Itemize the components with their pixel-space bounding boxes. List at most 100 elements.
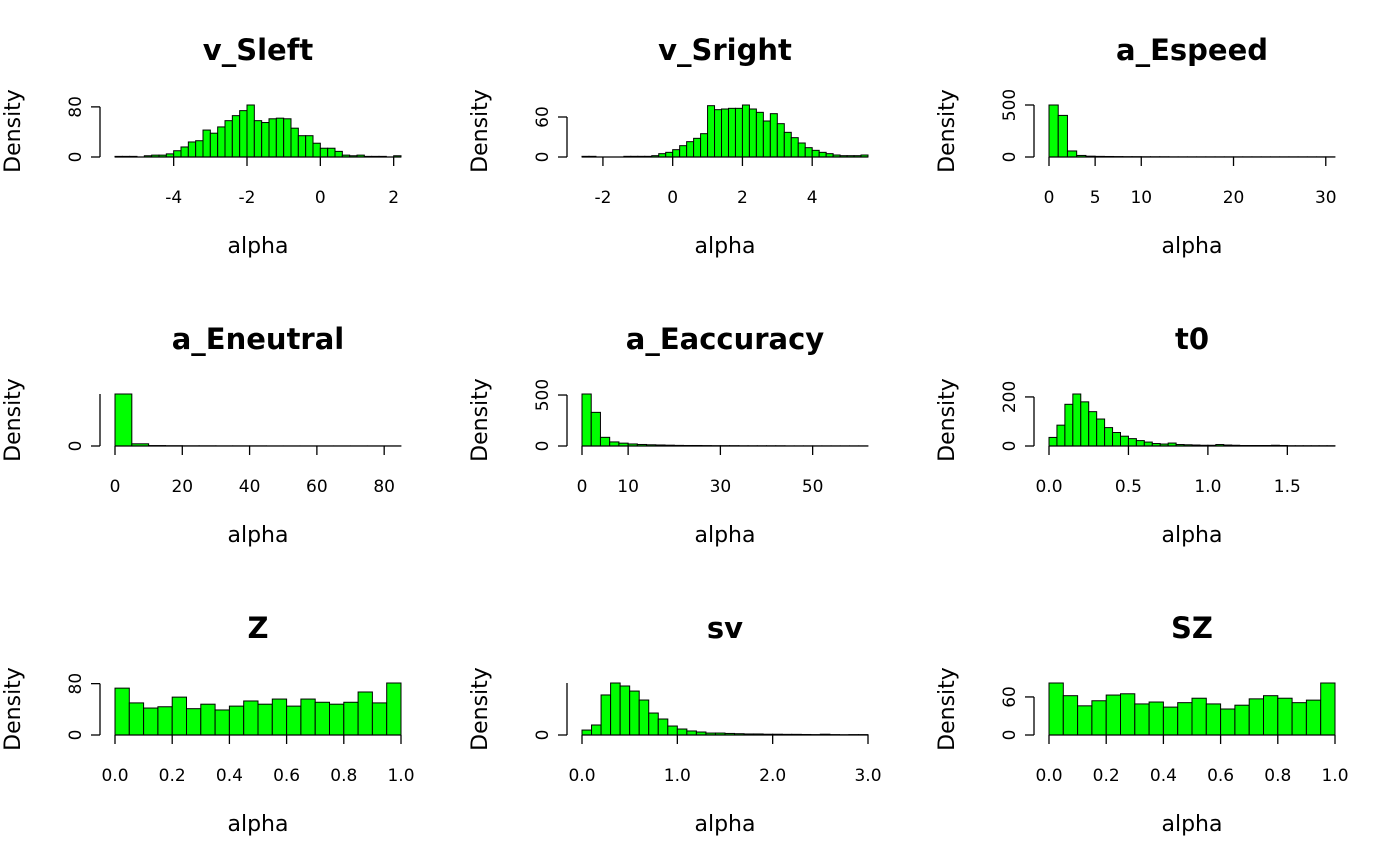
bar [357, 691, 373, 736]
x-tick-label: 60 [306, 477, 328, 497]
bar [610, 682, 621, 736]
bar [1112, 432, 1121, 447]
bar [667, 725, 678, 736]
bar [327, 147, 336, 158]
y-tick-label: 60 [533, 106, 553, 128]
bar [1104, 427, 1114, 447]
bar [676, 728, 688, 736]
x-tick-label: 10 [617, 477, 639, 497]
bar [275, 117, 285, 158]
y-tick-label: 0 [533, 152, 553, 163]
x-tick-label: 50 [802, 477, 824, 497]
bar [283, 118, 292, 158]
bar [734, 107, 743, 158]
x-tick-label: 0.6 [273, 766, 300, 786]
bar [173, 150, 182, 158]
bar [157, 706, 173, 736]
bar [1205, 703, 1222, 736]
bar [224, 120, 233, 158]
x-axis-label: alpha [695, 523, 756, 548]
x-tick-label: 3.0 [854, 766, 881, 786]
bar [1120, 435, 1129, 447]
bar [253, 120, 263, 158]
y-tick-label: 80 [66, 673, 86, 695]
x-axis-label: alpha [228, 234, 289, 259]
bar [297, 135, 307, 158]
bar [727, 107, 736, 158]
x-tick-label: 0.2 [1093, 766, 1120, 786]
y-tick-label: 0 [1000, 441, 1020, 452]
bar [268, 118, 277, 158]
x-tick-label: -4 [165, 188, 182, 208]
y-tick-label: 0 [533, 441, 553, 452]
bar [591, 724, 602, 736]
bar [1135, 440, 1145, 447]
y-tick-label: 0 [66, 441, 86, 452]
bar [286, 705, 302, 736]
bar [1220, 708, 1236, 736]
y-tick-label: 200 [1000, 381, 1020, 413]
panel-title: v_Sleft [203, 33, 314, 67]
bar [1291, 702, 1307, 736]
y-axis-label: Density [935, 378, 960, 462]
y-tick-label: 0 [66, 730, 86, 741]
x-axis-label: alpha [1162, 234, 1223, 259]
y-tick-label: 0 [1000, 730, 1020, 741]
x-tick-label: 40 [239, 477, 261, 497]
bar [180, 146, 189, 158]
bar [239, 110, 248, 158]
bar [1127, 438, 1137, 447]
x-tick-label: 10 [1130, 188, 1152, 208]
bar [1263, 695, 1279, 736]
bar [693, 137, 702, 158]
bar [748, 108, 757, 158]
x-tick-label: 2 [737, 188, 748, 208]
bar [214, 709, 230, 736]
x-tick-label: 80 [373, 477, 395, 497]
bar [707, 105, 716, 158]
bar [228, 705, 245, 736]
bar [776, 123, 785, 158]
bar [769, 113, 778, 158]
bar [246, 104, 255, 158]
y-axis-label: Density [1, 378, 26, 462]
bar [1088, 411, 1098, 447]
y-tick-label: 500 [1000, 89, 1020, 121]
x-tick-label: 1.0 [1321, 766, 1348, 786]
panel-title: a_Eaccuracy [626, 322, 825, 356]
bar [755, 111, 764, 158]
bar [1105, 694, 1121, 736]
bar [128, 702, 145, 736]
bar [1120, 693, 1136, 736]
y-axis-label: Density [468, 378, 493, 462]
bar [1077, 705, 1093, 736]
x-tick-label: 30 [710, 477, 732, 497]
bar [1148, 701, 1164, 736]
x-tick-label: -2 [239, 188, 256, 208]
x-tick-label: 0 [667, 188, 678, 208]
y-tick-label: 80 [66, 96, 86, 118]
bar [114, 393, 133, 447]
bar [1048, 682, 1064, 736]
bar [143, 707, 159, 736]
bar [741, 104, 750, 158]
bar [1096, 418, 1106, 447]
bar [581, 393, 592, 447]
y-axis-label: Density [1, 667, 26, 751]
x-tick-label: 0 [577, 477, 588, 497]
bar [334, 150, 343, 158]
bar [187, 141, 197, 158]
bar [797, 142, 806, 158]
bar [1162, 706, 1179, 736]
bar [619, 685, 631, 736]
bar [599, 436, 611, 447]
x-tick-label: 0.8 [330, 766, 357, 786]
bar [305, 135, 314, 158]
x-tick-label: 0.4 [1150, 766, 1177, 786]
panel-title: a_Eneutral [172, 322, 345, 356]
bar [1277, 697, 1293, 736]
y-tick-label: 0 [1000, 152, 1020, 163]
bar [657, 718, 669, 736]
panel-title: v_Sright [658, 33, 792, 67]
